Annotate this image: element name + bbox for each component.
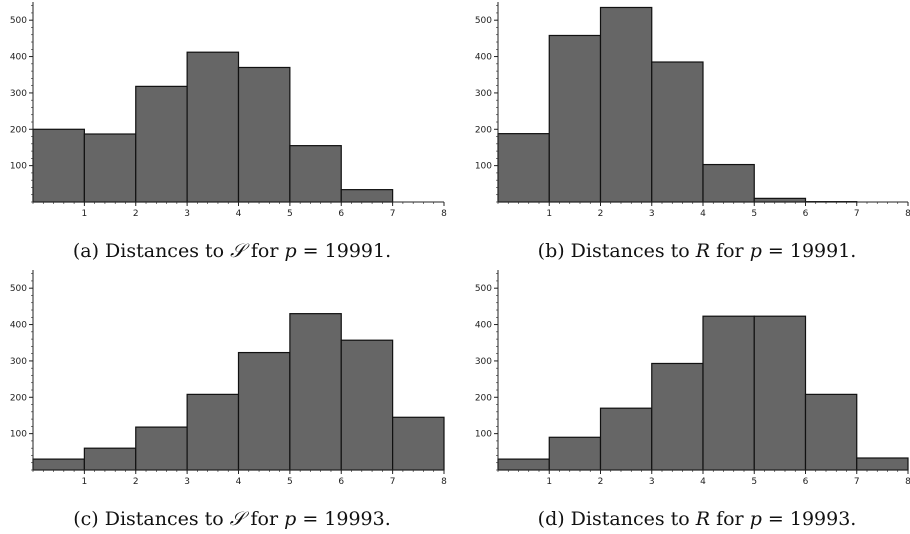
bar-d-6 (753, 315, 807, 471)
bar-a-5 (237, 66, 291, 203)
y-tick-label: 200 (10, 393, 27, 403)
x-tick-label: 2 (598, 477, 604, 487)
x-tick-label: 5 (287, 477, 293, 487)
x-tick-label: 3 (184, 209, 190, 219)
x-tick-label: 6 (803, 209, 809, 219)
bar-d-8 (856, 457, 909, 471)
x-tick-label: 6 (803, 477, 809, 487)
panel-c: 1 2 3 4 5 6 7 8 100 200 300 400 500 (10, 270, 447, 487)
x-tick-label: 2 (598, 209, 604, 219)
x-tick-label: 8 (905, 477, 910, 487)
caption-a: (a) Distances to 𝒮 for p = 19991. (73, 240, 391, 262)
x-tick-label: 6 (338, 209, 344, 219)
bar-c-3 (135, 426, 188, 471)
panel-d: 1 2 3 4 5 6 7 8 100 200 300 400 500 (475, 270, 910, 487)
x-tick-label: 8 (905, 209, 910, 219)
x-tick-label: 4 (236, 477, 242, 487)
x-tick-label: 2 (133, 477, 139, 487)
bar-a-3 (135, 85, 188, 203)
x-tick-label: 5 (751, 209, 757, 219)
y-tick-label: 100 (475, 162, 492, 172)
y-tick-label: 300 (10, 357, 27, 367)
caption-b: (b) Distances to R for p = 19991. (538, 240, 857, 262)
x-tick-label: 3 (649, 209, 655, 219)
y-tick-label: 300 (475, 357, 492, 367)
bar-a-1 (32, 128, 85, 203)
bar-c-8 (392, 416, 445, 471)
caption-d: (d) Distances to R for p = 19993. (538, 508, 857, 530)
bar-d-2 (548, 436, 602, 471)
bar-b-1 (497, 133, 550, 203)
y-tick-label: 200 (10, 125, 27, 135)
bar-d-5 (702, 315, 755, 471)
y-tick-label: 500 (10, 284, 27, 294)
x-tick-label: 4 (236, 209, 242, 219)
y-tick-label: 400 (475, 321, 492, 331)
panel-b: 1 2 3 4 5 6 7 8 100 200 300 400 500 (475, 2, 910, 219)
x-tick-label: 1 (82, 477, 88, 487)
caption-c: (c) Distances to 𝒮 for p = 19993. (73, 508, 391, 530)
x-tick-label: 7 (854, 477, 860, 487)
x-tick-label: 3 (184, 477, 190, 487)
x-tick-label: 7 (854, 209, 860, 219)
bar-b-5 (702, 163, 755, 203)
bar-c-4 (186, 393, 240, 471)
bar-d-3 (599, 407, 653, 471)
y-tick-label: 200 (475, 393, 492, 403)
bar-d-4 (651, 362, 704, 471)
bar-d-7 (804, 393, 858, 471)
bar-c-2 (83, 447, 137, 471)
bar-b-2 (548, 34, 602, 203)
y-tick-label: 400 (10, 321, 27, 331)
x-tick-label: 4 (700, 477, 706, 487)
x-tick-label: 6 (338, 477, 344, 487)
x-tick-label: 8 (441, 477, 447, 487)
bar-a-7 (340, 189, 394, 203)
x-tick-label: 2 (133, 209, 139, 219)
bar-a-2 (83, 133, 137, 203)
x-tick-label: 7 (390, 209, 396, 219)
y-tick-label: 500 (475, 284, 492, 294)
y-tick-label: 300 (10, 89, 27, 99)
bar-a-6 (289, 145, 342, 203)
x-tick-label: 5 (751, 477, 757, 487)
bar-c-5 (237, 351, 291, 471)
y-tick-label: 100 (475, 430, 492, 440)
y-tick-label: 400 (475, 53, 492, 63)
bar-c-6 (289, 313, 342, 471)
x-tick-label: 1 (82, 209, 88, 219)
x-tick-label: 3 (649, 477, 655, 487)
bar-a-4 (186, 51, 240, 203)
x-tick-label: 4 (700, 209, 706, 219)
y-tick-label: 300 (475, 89, 492, 99)
bar-c-7 (340, 339, 394, 471)
x-tick-label: 1 (546, 209, 552, 219)
y-tick-label: 500 (10, 16, 27, 26)
bar-b-6 (753, 197, 807, 203)
bar-c-1 (32, 458, 85, 471)
y-tick-label: 100 (10, 430, 27, 440)
x-tick-label: 1 (546, 477, 552, 487)
y-tick-label: 400 (10, 53, 27, 63)
bar-d-1 (497, 458, 550, 471)
bar-b-4 (651, 61, 704, 203)
x-tick-label: 5 (287, 209, 293, 219)
y-tick-label: 100 (10, 162, 27, 172)
x-tick-label: 7 (390, 477, 396, 487)
bar-b-3 (599, 6, 653, 203)
y-tick-label: 500 (475, 16, 492, 26)
x-tick-label: 8 (441, 209, 447, 219)
y-tick-label: 200 (475, 125, 492, 135)
panel-a: 1 2 3 4 5 6 7 8 100 200 300 400 500 (10, 2, 447, 219)
